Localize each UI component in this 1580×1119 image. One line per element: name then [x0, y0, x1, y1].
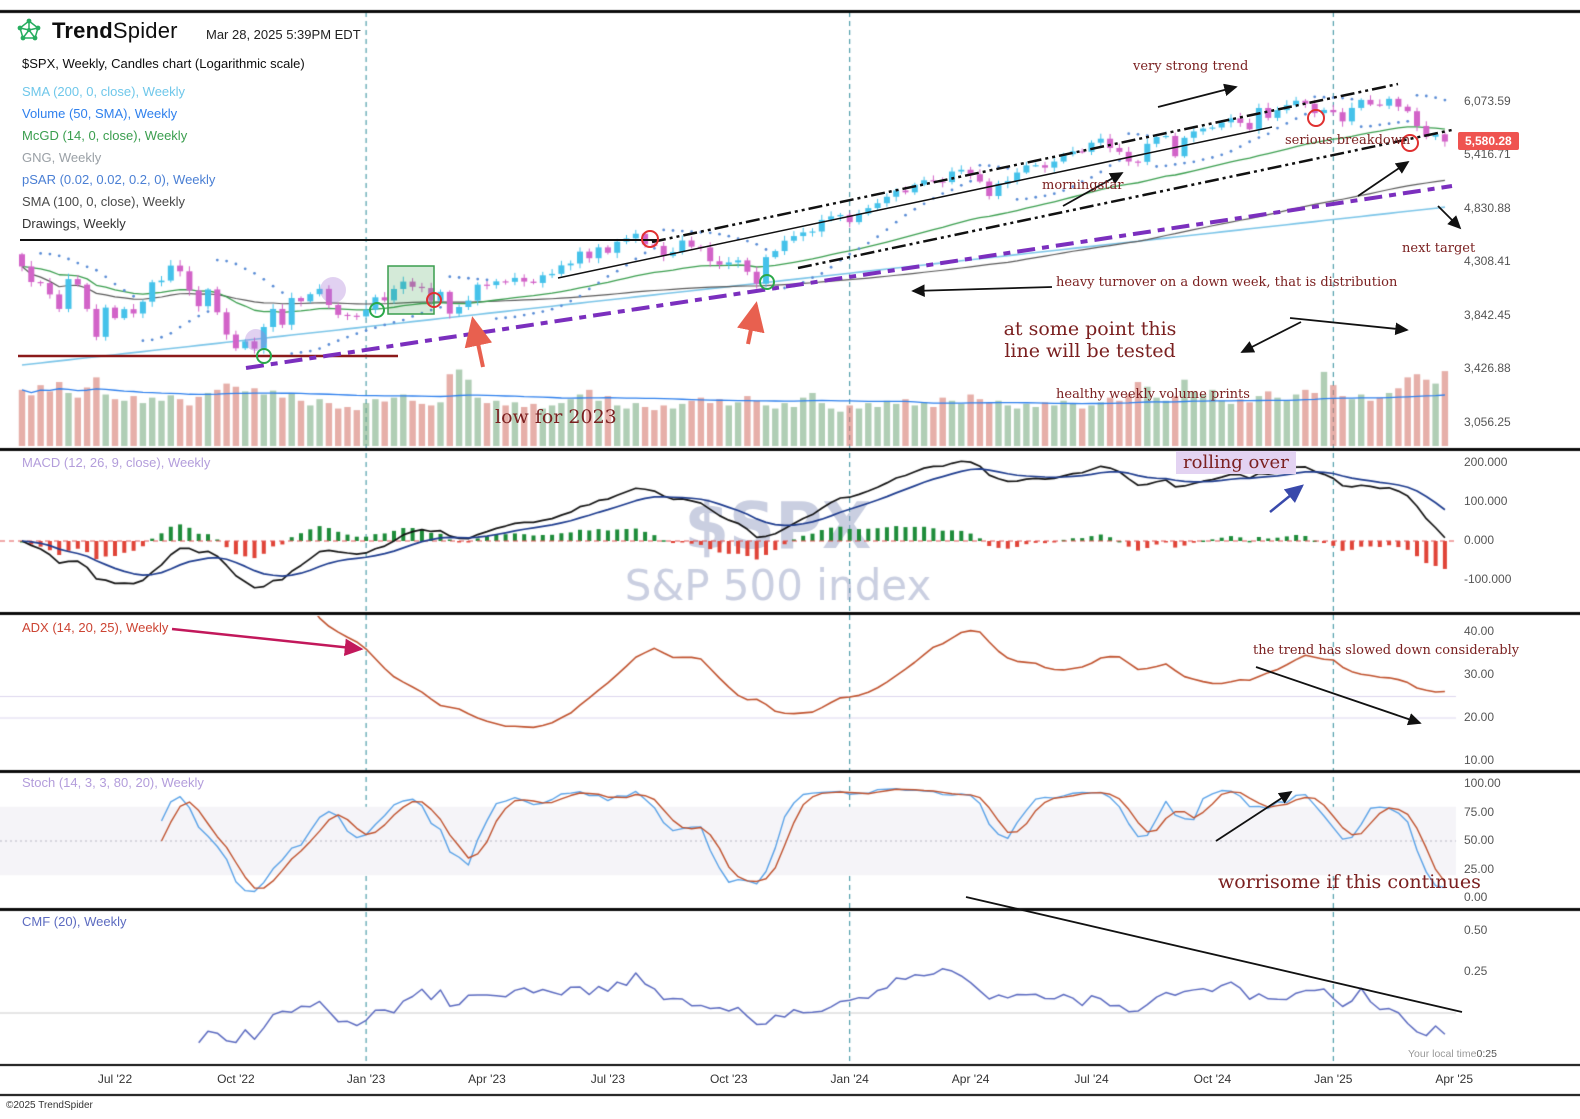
price-axis-tick: 3,056.25	[1464, 414, 1511, 429]
x-axis-tick: Oct '24	[1193, 1072, 1232, 1086]
price-axis-tick: 4,308.41	[1464, 254, 1511, 269]
indicator-legend: SMA (200, 0, close), Weekly Volume (50, S…	[22, 84, 215, 238]
stoch-axis-tick: 0.00	[1464, 890, 1488, 904]
macd-axis-tick: 0.000	[1464, 533, 1495, 547]
annotation-low-for-2023: low for 2023	[495, 406, 617, 428]
chart-title: $SPX, Weekly, Candles chart (Logarithmic…	[22, 56, 305, 71]
macd-axis-tick: -100.000	[1464, 572, 1512, 586]
cmf-axis-tick: 0.50	[1464, 922, 1488, 937]
price-axis-tick: 4,830.88	[1464, 200, 1511, 215]
x-axis-tick: Jul '24	[1074, 1072, 1109, 1086]
local-time-toggle[interactable]: Your local time0:25	[1408, 1048, 1497, 1060]
stoch-panel-label[interactable]: Stoch (14, 3, 3, 80, 20), Weekly	[22, 775, 204, 790]
cmf-panel-label[interactable]: CMF (20), Weekly	[22, 914, 127, 929]
brand-text: TrendSpider	[52, 18, 178, 43]
cmf-axis-tick: 0.25	[1464, 963, 1488, 978]
legend-item-mcgd[interactable]: McGD (14, 0, close), Weekly	[22, 128, 188, 143]
legend-item-sma100[interactable]: SMA (100, 0, close), Weekly	[22, 194, 186, 209]
annotation-healthy-volume: healthy weekly volume prints	[1056, 387, 1250, 402]
stoch-axis-tick: 100.00	[1464, 776, 1501, 790]
stoch-axis-tick: 75.00	[1464, 804, 1495, 819]
copyright-text: ©2025 TrendSpider	[6, 1100, 93, 1111]
macd-panel-label[interactable]: MACD (12, 26, 9, close), Weekly	[22, 455, 211, 470]
macd-axis-tick: 100.000	[1464, 494, 1508, 508]
x-axis-tick: Jul '23	[590, 1072, 626, 1086]
legend-item-psar[interactable]: pSAR (0.02, 0.02, 0.2, 0), Weekly	[22, 172, 216, 187]
x-axis-tick: Apr '23	[468, 1072, 506, 1086]
annotation-heavy-turnover: heavy turnover on a down week, that is d…	[1056, 275, 1398, 290]
x-axis-tick: Jul '22	[97, 1072, 133, 1086]
adx-axis-tick: 30.00	[1464, 667, 1495, 681]
stoch-axis-tick: 50.00	[1464, 833, 1495, 847]
annotation-rolling-over: rolling over	[1176, 451, 1296, 474]
annotation-next-target: next target	[1402, 241, 1476, 256]
price-axis-tick: 3,426.88	[1464, 361, 1511, 376]
x-axis-tick: Jan '25	[1314, 1072, 1353, 1086]
x-axis-tick: Oct '23	[709, 1072, 748, 1086]
x-axis-tick: Apr '25	[1435, 1072, 1474, 1086]
legend-item-volume[interactable]: Volume (50, SMA), Weekly	[22, 106, 178, 121]
x-axis-tick: Apr '24	[951, 1072, 990, 1086]
annotation-trend-slowed: the trend has slowed down considerably	[1253, 643, 1520, 658]
trendspider-logo-icon	[17, 18, 41, 41]
legend-item-gng[interactable]: GNG, Weekly	[22, 150, 102, 165]
adx-axis-tick: 10.00	[1464, 753, 1495, 767]
annotation-morningstar: morningstar	[1042, 178, 1124, 193]
adx-axis-tick: 20.00	[1464, 710, 1495, 724]
legend-item-sma200[interactable]: SMA (200, 0, close), Weekly	[22, 84, 186, 99]
annotation-worrisome: worrisome if this continues	[1218, 871, 1481, 893]
price-axis-tick: 3,842.45	[1464, 307, 1511, 322]
stoch-axis-tick: 25.00	[1464, 861, 1495, 876]
price-axis-tick: 5,416.71	[1464, 147, 1511, 162]
annotation-very-strong-trend: very strong trend	[1133, 59, 1249, 74]
x-axis-tick: Jan '24	[830, 1072, 869, 1086]
adx-axis-tick: 40.00	[1464, 624, 1495, 638]
x-axis-tick: Jan '23	[346, 1072, 386, 1086]
annotation-serious-breakdown: serious breakdown	[1285, 133, 1411, 148]
price-axis-tick: 6,073.59	[1464, 94, 1511, 108]
annotation-line-tested: at some point this line will be tested	[1003, 318, 1177, 362]
trendspider-logo[interactable]: TrendSpider	[14, 16, 178, 46]
last-price-badge: 5,580.28	[1458, 131, 1519, 150]
chart-timestamp: Mar 28, 2025 5:39PM EDT	[206, 27, 361, 42]
adx-panel-label[interactable]: ADX (14, 20, 25), Weekly	[22, 620, 169, 635]
x-axis-tick: Oct '22	[217, 1072, 255, 1086]
macd-axis-tick: 200.000	[1464, 455, 1508, 469]
legend-item-drawings[interactable]: Drawings, Weekly	[22, 216, 126, 231]
